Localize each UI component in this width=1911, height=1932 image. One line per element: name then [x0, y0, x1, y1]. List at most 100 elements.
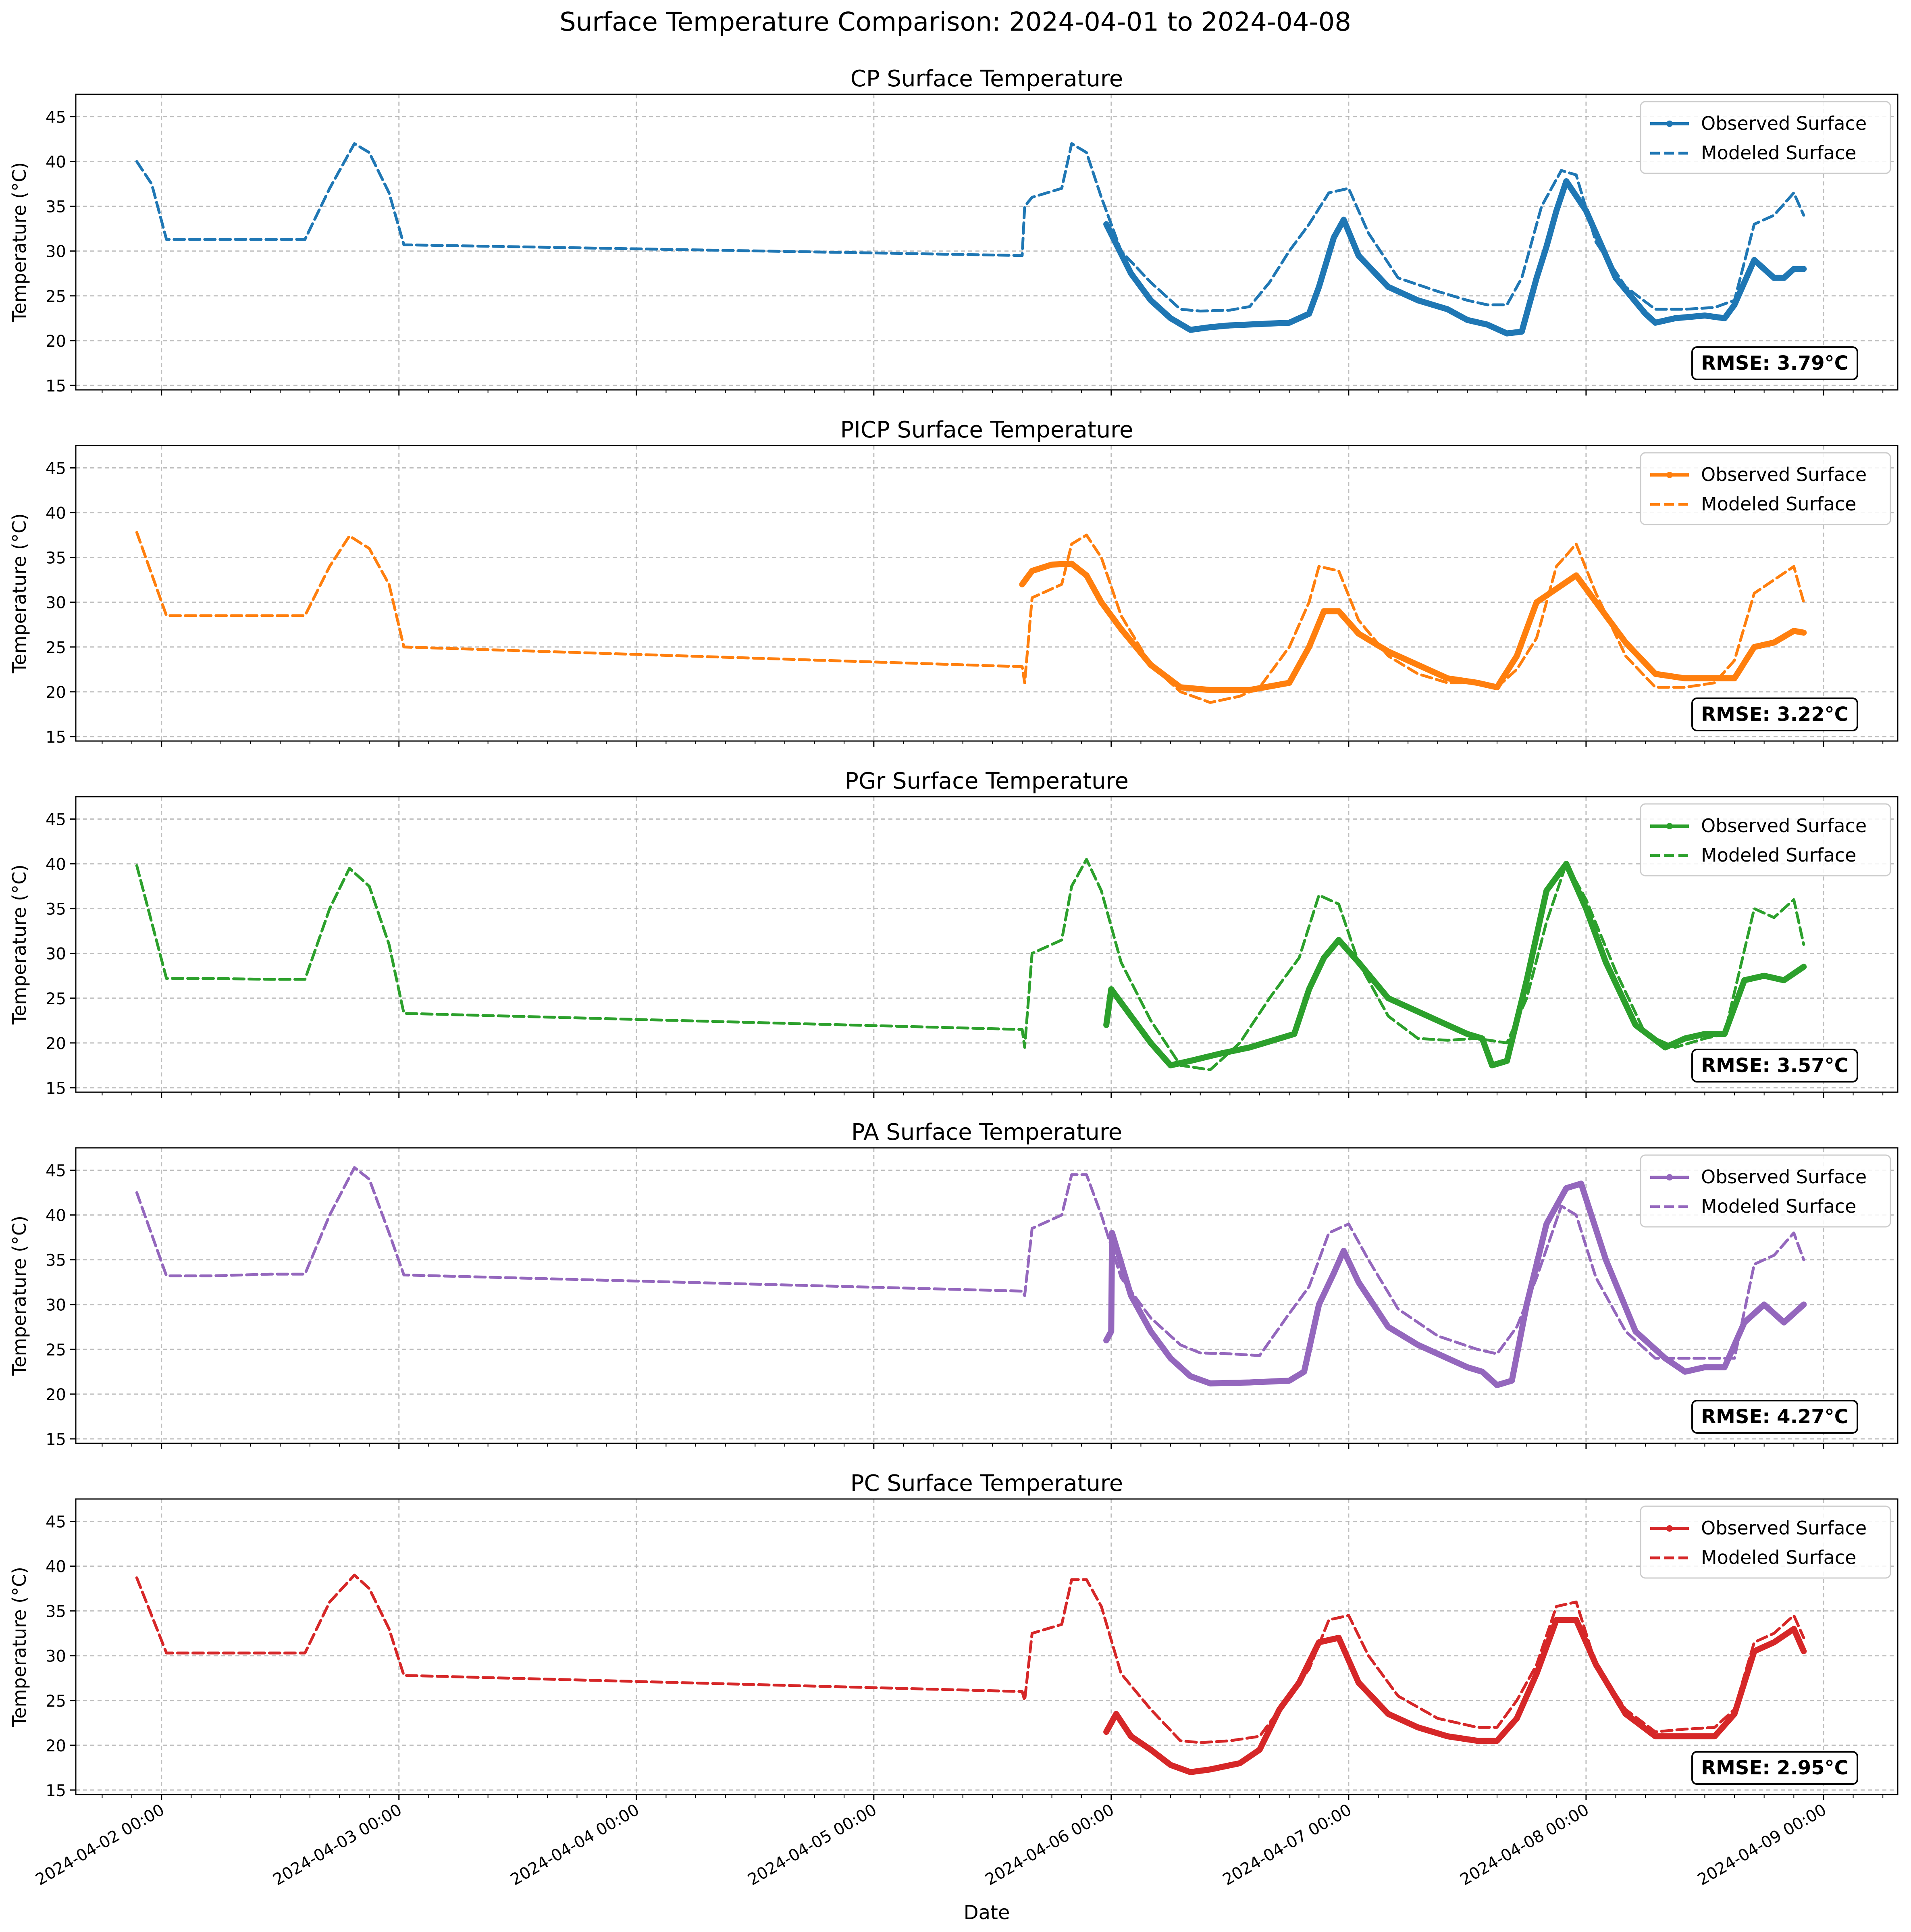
panel-title: PA Surface Temperature — [851, 1119, 1122, 1145]
y-axis-label: Temperature (°C) — [8, 162, 30, 323]
rmse-box — [1691, 697, 1858, 731]
panel-title: CP Surface Temperature — [850, 66, 1123, 92]
y-tick-label: 45 — [46, 460, 66, 478]
y-axis-label: Temperature (°C) — [8, 1567, 30, 1727]
legend-modeled-label: Modeled Surface — [1701, 142, 1856, 164]
rmse-annotation: RMSE: 3.22°C — [1691, 697, 1858, 731]
plot-frame — [75, 94, 1899, 391]
y-tick-label: 15 — [46, 728, 66, 747]
plot-frame — [75, 1498, 1899, 1795]
legend-observed-label: Observed Surface — [1701, 1517, 1867, 1539]
plot-frame — [75, 796, 1899, 1093]
rmse-text: RMSE: 3.57°C — [1701, 1054, 1849, 1077]
y-tick-label: 30 — [46, 594, 66, 612]
panel-3: PGr Surface Temperature Temperature (°C) 1… — [8, 768, 1899, 1098]
y-tick-label: 25 — [46, 639, 66, 657]
y-tick-label: 45 — [46, 108, 66, 127]
y-tick-label: 35 — [46, 900, 66, 919]
legend: Observed Surface Modeled Surface — [1640, 101, 1891, 174]
y-tick-label: 35 — [46, 1603, 66, 1621]
y-tick-label: 25 — [46, 1341, 66, 1359]
panel-4: PA Surface Temperature Temperature (°C) 15… — [8, 1119, 1899, 1449]
legend-box — [1640, 803, 1891, 876]
rmse-box — [1691, 1049, 1858, 1083]
legend-observed-label: Observed Surface — [1701, 112, 1867, 134]
rmse-annotation: RMSE: 2.95°C — [1691, 1751, 1858, 1785]
legend-observed-marker — [1666, 823, 1673, 829]
y-tick-label: 30 — [46, 945, 66, 964]
y-tick-label: 15 — [46, 377, 66, 396]
y-tick-label: 25 — [46, 1692, 66, 1711]
y-tick-label: 35 — [46, 1251, 66, 1270]
legend-observed-marker — [1666, 1525, 1673, 1532]
y-tick-label: 20 — [46, 332, 66, 351]
rmse-annotation: RMSE: 3.79°C — [1691, 346, 1858, 380]
y-tick-label: 35 — [46, 549, 66, 568]
rmse-text: RMSE: 2.95°C — [1701, 1757, 1849, 1779]
observed-surface-line — [1103, 1617, 1807, 1775]
legend-observed-marker — [1666, 121, 1673, 127]
modeled-surface-line — [135, 142, 1805, 312]
legend-observed-label: Observed Surface — [1701, 464, 1867, 485]
panel-title: PC Surface Temperature — [850, 1470, 1123, 1497]
y-tick-label: 35 — [46, 198, 66, 217]
legend-observed-label: Observed Surface — [1701, 815, 1867, 837]
legend-box — [1640, 101, 1891, 174]
y-tick-label: 30 — [46, 243, 66, 261]
observed-surface-line — [1103, 861, 1807, 1068]
legend-modeled-label: Modeled Surface — [1701, 1195, 1856, 1217]
panel-1: CP Surface Temperature Temperature (°C) 15… — [8, 66, 1899, 396]
rmse-text: RMSE: 3.79°C — [1701, 352, 1849, 375]
y-tick-label: 40 — [46, 1207, 66, 1225]
legend: Observed Surface Modeled Surface — [1640, 803, 1891, 876]
legend-observed-label: Observed Surface — [1701, 1166, 1867, 1188]
y-tick-label: 20 — [46, 1737, 66, 1755]
observed-surface-line — [1019, 560, 1807, 693]
y-tick-label: 40 — [46, 1558, 66, 1576]
y-tick-label: 45 — [46, 811, 66, 829]
legend-modeled-label: Modeled Surface — [1701, 844, 1856, 866]
legend: Observed Surface Modeled Surface — [1640, 1505, 1891, 1579]
y-tick-label: 25 — [46, 990, 66, 1008]
rmse-annotation: RMSE: 3.57°C — [1691, 1049, 1858, 1083]
y-tick-label: 25 — [46, 287, 66, 306]
y-axis-label: Temperature (°C) — [8, 1216, 30, 1376]
modeled-surface-line — [135, 858, 1805, 1071]
legend-box — [1640, 452, 1891, 525]
rmse-box — [1691, 346, 1858, 380]
panel-2: PICP Surface Temperature Temperature (°C)… — [8, 417, 1899, 747]
y-tick-label: 20 — [46, 1035, 66, 1053]
y-axis-label: Temperature (°C) — [8, 513, 30, 674]
legend-box — [1640, 1505, 1891, 1579]
y-tick-label: 40 — [46, 856, 66, 874]
x-axis-label: Date — [964, 1901, 1010, 1924]
y-tick-label: 40 — [46, 504, 66, 523]
legend-modeled-label: Modeled Surface — [1701, 493, 1856, 515]
y-tick-label: 30 — [46, 1647, 66, 1666]
plot-frame — [75, 1147, 1899, 1444]
y-tick-label: 45 — [46, 1513, 66, 1532]
rmse-annotation: RMSE: 4.27°C — [1691, 1400, 1858, 1434]
y-tick-label: 40 — [46, 153, 66, 172]
rmse-box — [1691, 1751, 1858, 1785]
panel-title: PGr Surface Temperature — [845, 768, 1129, 794]
rmse-text: RMSE: 3.22°C — [1701, 703, 1849, 726]
y-tick-label: 30 — [46, 1296, 66, 1315]
legend-modeled-label: Modeled Surface — [1701, 1547, 1856, 1568]
y-axis-label: Temperature (°C) — [8, 864, 30, 1025]
modeled-surface-line — [135, 531, 1805, 704]
y-tick-label: 45 — [46, 1162, 66, 1180]
modeled-surface-line — [135, 1574, 1805, 1744]
legend-observed-marker — [1666, 472, 1673, 478]
legend: Observed Surface Modeled Surface — [1640, 452, 1891, 525]
legend-observed-marker — [1666, 1174, 1673, 1180]
panel-title: PICP Surface Temperature — [840, 417, 1133, 443]
y-tick-label: 20 — [46, 683, 66, 702]
modeled-surface-line — [135, 1166, 1805, 1360]
y-tick-label: 15 — [46, 1430, 66, 1449]
y-tick-label: 15 — [46, 1079, 66, 1098]
observed-surface-line — [1103, 1180, 1807, 1389]
plot-frame — [75, 445, 1899, 742]
